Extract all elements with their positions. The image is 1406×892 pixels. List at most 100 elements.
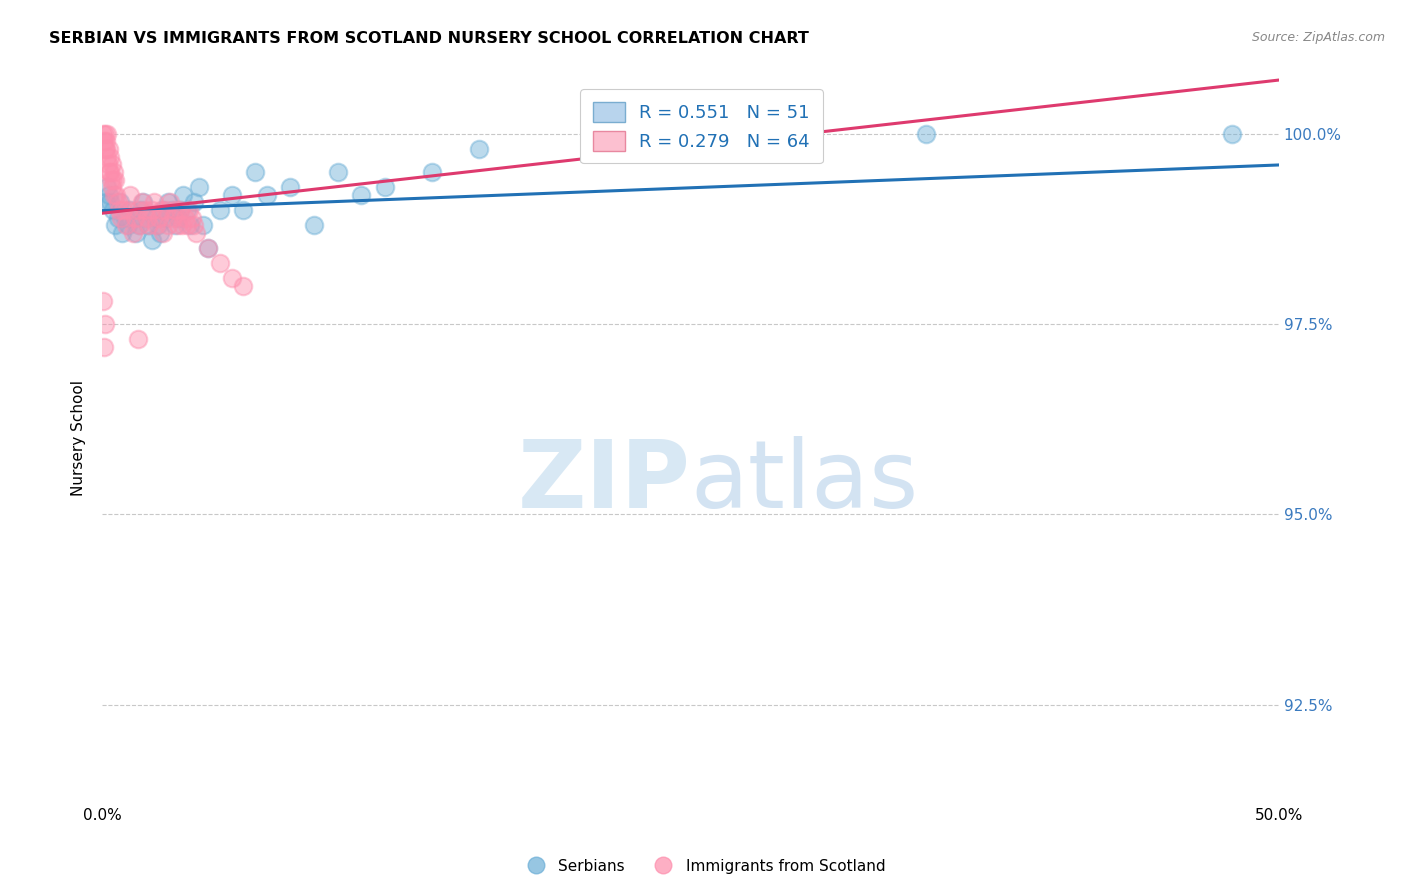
- Point: [176, 218, 198, 232]
- Point: [125, 226, 148, 240]
- Point: [232, 279, 254, 293]
- Point: [98, 150, 121, 164]
- Text: atlas: atlas: [690, 436, 918, 528]
- Point: [117, 218, 139, 232]
- Point: [110, 211, 132, 225]
- Point: [160, 202, 183, 217]
- Point: [100, 165, 122, 179]
- Point: [169, 202, 191, 217]
- Point: [103, 165, 125, 179]
- Y-axis label: Nursery School: Nursery School: [72, 380, 86, 496]
- Point: [107, 202, 129, 217]
- Point: [197, 241, 219, 255]
- Point: [1220, 127, 1243, 141]
- Point: [134, 202, 156, 217]
- Point: [180, 211, 202, 225]
- Point: [93, 142, 115, 156]
- Point: [121, 226, 143, 240]
- Text: ZIP: ZIP: [517, 436, 690, 528]
- Point: [166, 211, 188, 225]
- Point: [107, 211, 129, 225]
- Point: [162, 211, 184, 225]
- Point: [93, 340, 115, 354]
- Point: [136, 211, 159, 225]
- Point: [93, 317, 115, 331]
- Point: [129, 202, 152, 217]
- Point: [114, 218, 136, 232]
- Legend: Serbians, Immigrants from Scotland: Serbians, Immigrants from Scotland: [515, 853, 891, 880]
- Point: [280, 180, 302, 194]
- Point: [97, 187, 120, 202]
- Point: [208, 256, 231, 270]
- Point: [183, 195, 205, 210]
- Point: [122, 211, 145, 225]
- Point: [104, 172, 127, 186]
- Point: [915, 127, 938, 141]
- Point: [96, 127, 118, 141]
- Point: [152, 202, 174, 217]
- Point: [221, 271, 243, 285]
- Point: [146, 218, 169, 232]
- Point: [111, 226, 134, 240]
- Point: [152, 226, 174, 240]
- Point: [93, 127, 115, 141]
- Point: [107, 195, 129, 210]
- Point: [179, 202, 201, 217]
- Point: [100, 195, 122, 210]
- Point: [128, 218, 150, 232]
- Point: [141, 202, 163, 217]
- Point: [221, 187, 243, 202]
- Point: [165, 218, 187, 232]
- Point: [100, 180, 122, 194]
- Point: [243, 165, 266, 179]
- Point: [97, 142, 120, 156]
- Point: [114, 211, 136, 225]
- Point: [172, 218, 194, 232]
- Point: [101, 202, 124, 217]
- Text: SERBIAN VS IMMIGRANTS FROM SCOTLAND NURSERY SCHOOL CORRELATION CHART: SERBIAN VS IMMIGRANTS FROM SCOTLAND NURS…: [49, 31, 808, 46]
- Point: [96, 180, 118, 194]
- Point: [104, 218, 127, 232]
- Point: [101, 157, 124, 171]
- Point: [145, 218, 167, 232]
- Text: Source: ZipAtlas.com: Source: ZipAtlas.com: [1251, 31, 1385, 45]
- Point: [157, 218, 180, 232]
- Point: [256, 187, 278, 202]
- Point: [93, 294, 115, 309]
- Point: [169, 202, 191, 217]
- Point: [176, 202, 198, 217]
- Point: [105, 187, 128, 202]
- Point: [138, 218, 160, 232]
- Point: [350, 187, 373, 202]
- Point: [374, 180, 396, 194]
- Point: [157, 195, 180, 210]
- Point: [100, 172, 122, 186]
- Point: [94, 135, 117, 149]
- Point: [232, 202, 254, 217]
- Point: [186, 226, 208, 240]
- Point: [141, 234, 163, 248]
- Point: [120, 187, 142, 202]
- Point: [127, 332, 149, 346]
- Point: [159, 195, 181, 210]
- Point: [143, 195, 166, 210]
- Point: [165, 202, 187, 217]
- Point: [108, 195, 131, 210]
- Point: [132, 195, 155, 210]
- Point: [148, 211, 170, 225]
- Point: [96, 150, 118, 164]
- Point: [143, 211, 166, 225]
- Point: [101, 172, 124, 186]
- Point: [208, 202, 231, 217]
- Point: [326, 165, 349, 179]
- Point: [155, 202, 177, 217]
- Point: [166, 218, 188, 232]
- Point: [96, 195, 118, 210]
- Point: [97, 157, 120, 171]
- Legend: R = 0.551   N = 51, R = 0.279   N = 64: R = 0.551 N = 51, R = 0.279 N = 64: [579, 89, 823, 163]
- Point: [183, 218, 205, 232]
- Point: [172, 187, 194, 202]
- Point: [150, 202, 173, 217]
- Point: [155, 211, 177, 225]
- Point: [96, 142, 118, 156]
